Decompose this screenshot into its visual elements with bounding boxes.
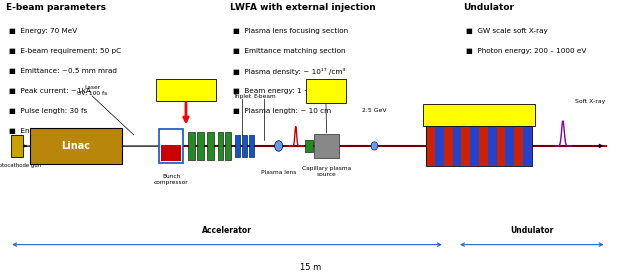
Text: ■  Beam energy: 1 ~ 2.5 GeV: ■ Beam energy: 1 ~ 2.5 GeV (233, 88, 341, 94)
Ellipse shape (371, 142, 378, 150)
Text: Undulator: Undulator (510, 226, 554, 235)
Text: E-beam: E-beam (253, 94, 276, 99)
Text: ■  Peak current: ~1kA: ■ Peak current: ~1kA (9, 88, 91, 94)
Text: Plasma lens: Plasma lens (261, 170, 296, 175)
FancyBboxPatch shape (470, 126, 479, 166)
FancyBboxPatch shape (306, 79, 346, 103)
FancyBboxPatch shape (423, 104, 535, 126)
Text: Bunch
compressor: Bunch compressor (154, 174, 188, 185)
FancyBboxPatch shape (453, 126, 462, 166)
Polygon shape (161, 131, 172, 144)
Text: LWFA: LWFA (316, 84, 336, 90)
Text: Accelerator: Accelerator (202, 226, 252, 235)
FancyBboxPatch shape (488, 126, 496, 166)
Text: ■  E-beam requirement: 50 pC: ■ E-beam requirement: 50 pC (9, 48, 121, 54)
Text: Soft X-ray undulator: Soft X-ray undulator (439, 112, 519, 118)
Text: ■  Pulse length: 30 fs: ■ Pulse length: 30 fs (9, 108, 88, 114)
FancyBboxPatch shape (159, 129, 183, 163)
FancyBboxPatch shape (188, 132, 195, 160)
Text: ■  Emittance matching section: ■ Emittance matching section (233, 48, 346, 54)
Text: 200 TW, 40 fs: 200 TW, 40 fs (162, 93, 210, 98)
FancyBboxPatch shape (161, 145, 181, 161)
FancyBboxPatch shape (426, 126, 435, 166)
FancyBboxPatch shape (479, 126, 488, 166)
FancyBboxPatch shape (314, 134, 339, 158)
FancyBboxPatch shape (496, 126, 505, 166)
FancyBboxPatch shape (249, 135, 254, 157)
Text: E-beam parameters: E-beam parameters (6, 3, 106, 12)
FancyBboxPatch shape (443, 126, 453, 166)
Text: Photocathode gun: Photocathode gun (0, 163, 42, 168)
Text: ■  Plasma length: ~ 10 cm: ■ Plasma length: ~ 10 cm (233, 108, 332, 114)
Text: Soft X-ray: Soft X-ray (575, 99, 606, 104)
Text: Laser
UV, 100 fs: Laser UV, 100 fs (77, 85, 107, 96)
Text: LWFA with external injection: LWFA with external injection (230, 3, 376, 12)
FancyBboxPatch shape (514, 126, 523, 166)
Ellipse shape (275, 141, 283, 151)
Text: Undulator: Undulator (463, 3, 514, 12)
Text: 2.5 GeV: 2.5 GeV (362, 108, 387, 113)
Text: Laser system: Laser system (162, 84, 210, 90)
FancyBboxPatch shape (242, 135, 247, 157)
FancyBboxPatch shape (156, 79, 216, 101)
Text: Linac: Linac (62, 141, 90, 151)
Text: 6 cm: 6 cm (318, 93, 333, 98)
FancyBboxPatch shape (235, 135, 240, 157)
FancyBboxPatch shape (207, 132, 214, 160)
Text: ■  Energy: 70 MeV: ■ Energy: 70 MeV (9, 28, 78, 34)
FancyBboxPatch shape (225, 132, 231, 160)
Text: Capillary plasma
source: Capillary plasma source (302, 166, 351, 177)
Text: ■  GW scale soft X-ray: ■ GW scale soft X-ray (466, 28, 548, 34)
FancyBboxPatch shape (30, 128, 122, 164)
Text: ■  Energy: 0.01%: ■ Energy: 0.01% (9, 128, 73, 134)
Text: 15 m: 15 m (300, 264, 322, 272)
FancyBboxPatch shape (435, 126, 443, 166)
Text: ■  Plasma density: ~ 10¹⁷ /cm³: ■ Plasma density: ~ 10¹⁷ /cm³ (233, 68, 345, 75)
Text: ■  Photon energy: 200 – 1000 eV: ■ Photon energy: 200 – 1000 eV (466, 48, 587, 54)
FancyBboxPatch shape (11, 135, 23, 157)
FancyBboxPatch shape (305, 140, 313, 152)
FancyBboxPatch shape (218, 132, 223, 160)
FancyBboxPatch shape (462, 126, 470, 166)
FancyBboxPatch shape (523, 126, 532, 166)
FancyBboxPatch shape (505, 126, 514, 166)
Text: ■  Emittance: ~0.5 mm mrad: ■ Emittance: ~0.5 mm mrad (9, 68, 118, 74)
Text: Triplet: Triplet (233, 94, 251, 99)
FancyBboxPatch shape (197, 132, 204, 160)
Text: ■  Plasma lens focusing section: ■ Plasma lens focusing section (233, 28, 348, 34)
